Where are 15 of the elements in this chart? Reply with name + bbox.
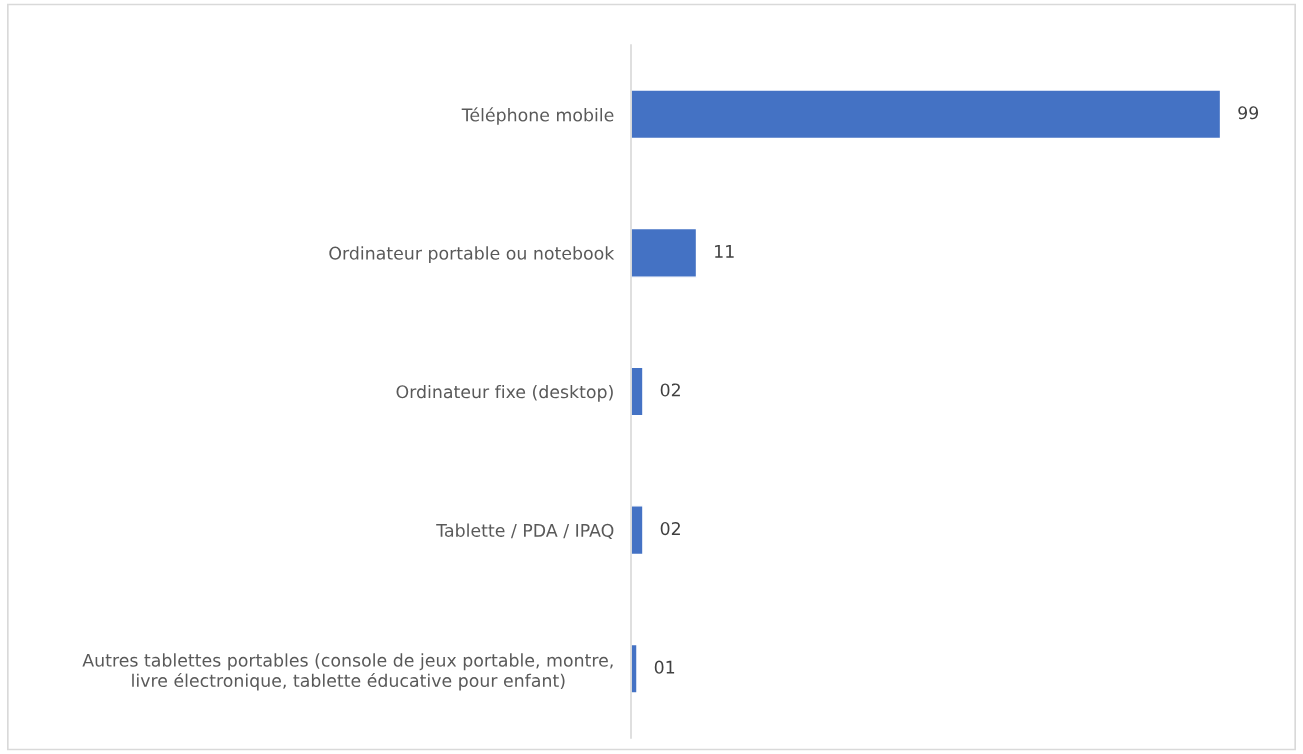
bar [631,643,638,694]
data-label: 02 [660,383,680,397]
y-tick-label: Autres tablettes portables (console de jeux portable, montre, livre électronique, tablette éducative pour enfant) [82,653,613,691]
data-label: 11 [715,245,734,258]
data-label: 99 [1238,106,1259,120]
data-label: 02 [660,522,680,536]
y-tick-label: Ordinateur fixe (desktop) [396,384,613,402]
bar [631,227,698,278]
y-tick-label: Ordinateur portable ou notebook [329,246,615,264]
y-tick-label: Tablette / PDA / IPAQ [436,523,614,539]
bar [631,89,1222,140]
data-label: 01 [654,660,675,674]
bar [631,505,644,556]
bar [631,366,644,417]
y-tick-label: Téléphone mobile [461,107,614,125]
